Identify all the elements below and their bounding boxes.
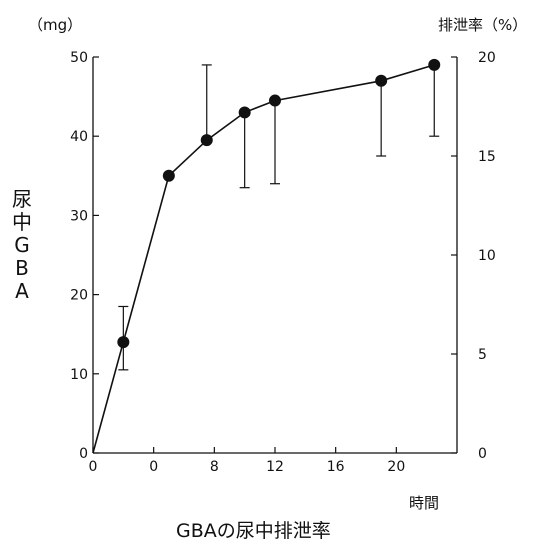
- y-tick-label-left: 30: [70, 208, 88, 224]
- y-axis-label-char: G: [14, 233, 30, 257]
- x-tick-label: 8: [210, 459, 219, 475]
- x-ticks: 0 0 8 12 16 20: [89, 447, 405, 475]
- y-tick-label-left: 50: [70, 50, 88, 66]
- y-tick-label-left: 0: [79, 446, 88, 462]
- y-ticks-left: 0 10 20 30 40 50: [70, 50, 99, 462]
- right-axis-unit: 排泄率（%）: [438, 16, 528, 34]
- y-axis-label-char: B: [15, 256, 29, 280]
- error-bars: [118, 64, 440, 371]
- y-axis-label-char: 中: [12, 210, 32, 234]
- y-tick-label-right: 15: [478, 149, 496, 165]
- y-tick-label-left: 20: [70, 288, 88, 304]
- y-tick-label-left: 10: [70, 367, 88, 383]
- y-tick-label-right: 10: [478, 248, 496, 264]
- data-point: [269, 94, 281, 107]
- x-tick-label: 0: [89, 459, 98, 475]
- y-tick-label-right: 20: [478, 50, 496, 66]
- y-tick-label-right: 5: [478, 347, 487, 363]
- y-axis-label-char: 尿: [12, 187, 32, 211]
- y-axis-label-left: 尿 中 G B A: [10, 188, 34, 303]
- data-points: [117, 58, 441, 349]
- y-ticks-right: 0 5 10 15 20: [451, 50, 496, 462]
- series-line: [92, 64, 435, 454]
- x-tick-label: 12: [266, 459, 284, 475]
- data-point: [117, 336, 130, 349]
- left-axis-unit: （mg）: [28, 16, 83, 34]
- x-tick-label: 0: [149, 459, 158, 475]
- x-axis-label: 時間: [409, 494, 440, 512]
- y-axis-label-char: A: [15, 279, 29, 303]
- data-point: [238, 106, 251, 119]
- data-point: [200, 134, 213, 147]
- y-tick-label-right: 0: [478, 446, 487, 462]
- y-tick-label-left: 40: [70, 129, 88, 145]
- x-tick-label: 20: [387, 459, 405, 475]
- data-point: [428, 58, 441, 71]
- data-point: [375, 74, 388, 87]
- x-tick-label: 16: [327, 459, 345, 475]
- data-point: [162, 169, 175, 182]
- chart-title: GBAの尿中排泄率: [176, 520, 331, 542]
